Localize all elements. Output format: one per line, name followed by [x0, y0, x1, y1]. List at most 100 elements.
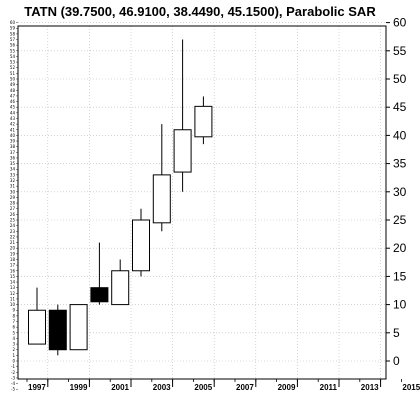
left-tick-label: 14 [10, 280, 16, 285]
left-tick-label: 4 [12, 336, 15, 341]
x-tick-label: 2003 [153, 383, 171, 392]
right-tick-label: 5 [393, 326, 400, 340]
candle-2003 [173, 39, 192, 192]
candle-body [69, 304, 88, 351]
right-tick-label: 55 [393, 44, 407, 58]
left-tick-label: 51 [10, 71, 16, 76]
right-tick-label: 0 [393, 354, 400, 368]
left-tick-label: 27 [10, 206, 16, 211]
left-tick-label: 9 [12, 308, 15, 313]
x-tick-label: 2005 [194, 383, 212, 392]
x-tick-label: 2015 [402, 383, 420, 392]
left-tick-label: 16 [10, 268, 16, 273]
left-tick-label: 20 [10, 246, 16, 251]
x-tick-label: 2013 [361, 383, 379, 392]
right-tick-label: 15 [393, 269, 407, 283]
left-tick-label: 40 [10, 133, 16, 138]
left-tick-label: 26 [10, 212, 16, 217]
left-tick-label: 1 [12, 353, 15, 358]
left-tick-label: 23 [10, 229, 16, 234]
left-tick-label: 36 [10, 155, 16, 160]
left-tick-label: 52 [10, 65, 16, 70]
x-tick-label: 2007 [236, 383, 254, 392]
candle-1998 [69, 304, 88, 351]
left-tick-label: 12 [10, 291, 16, 296]
x-tick-label: 2001 [111, 383, 129, 392]
left-tick-label: 29 [10, 195, 16, 200]
left-tick-label: 3 [12, 342, 15, 347]
left-tick-label: 30 [10, 189, 16, 194]
right-tick-label: 10 [393, 298, 407, 312]
left-tick-label: 58 [10, 31, 16, 36]
left-tick-label: 38 [10, 144, 16, 149]
candle-1996 [28, 287, 46, 345]
candle-2000 [111, 259, 130, 306]
left-tick-label: 33 [10, 172, 16, 177]
left-tick-label: 24 [10, 223, 16, 228]
left-tick-label: 41 [10, 127, 16, 132]
left-tick-label: 6 [12, 325, 15, 330]
candle-body [28, 309, 46, 345]
candle-2004 [194, 96, 213, 145]
left-tick-label: 44 [10, 110, 16, 115]
left-tick-label: 32 [10, 178, 16, 183]
left-tick-label: 21 [10, 240, 16, 245]
candle-body [194, 105, 213, 138]
left-tick-label: -4 [11, 381, 15, 386]
left-tick-label: 54 [10, 54, 16, 59]
left-tick-label: 37 [10, 150, 16, 155]
candle-body [111, 270, 130, 306]
left-tick-label: 31 [10, 184, 16, 189]
left-tick-label: 8 [12, 313, 15, 318]
candle-body [152, 174, 171, 224]
left-tick-label: 28 [10, 201, 16, 206]
x-tick-label: 1999 [70, 383, 88, 392]
left-tick-label: 50 [10, 77, 16, 82]
left-tick-label: 7 [12, 319, 15, 324]
right-tick-label: 30 [393, 185, 407, 199]
left-tick-label: 34 [10, 167, 16, 172]
right-tick-label: 40 [393, 128, 407, 142]
left-tick-label: 45 [10, 105, 16, 110]
left-tick-label: 59 [10, 26, 16, 31]
left-tick-label: 35 [10, 161, 16, 166]
left-tick-label: 47 [10, 93, 16, 98]
left-tick-label: -5 [11, 387, 15, 392]
left-tick-label: -2 [11, 370, 15, 375]
left-tick-label: 49 [10, 82, 16, 87]
candle-body [132, 219, 150, 272]
bottom-axis: 1997 1999 2001 2003 2005 2007 2009 2011 2013 2015 [26, 379, 420, 392]
left-tick-label: 25 [10, 218, 16, 223]
x-tick-label: 2011 [320, 383, 338, 392]
left-tick-label: 53 [10, 60, 16, 65]
right-axis: 0 5 10 15 20 25 30 35 40 45 50 55 60 [386, 16, 407, 368]
left-tick-label: 39 [10, 139, 16, 144]
x-tick-label: 2009 [278, 383, 296, 392]
left-tick-label: 17 [10, 263, 16, 268]
candle-1997 [48, 304, 67, 356]
left-axis: -5-4-3-2-1012345678910111213141516171819… [10, 20, 18, 392]
left-tick-label: 60 [10, 20, 16, 25]
left-tick-label: 56 [10, 43, 16, 48]
left-tick-label: 48 [10, 88, 16, 93]
left-tick-label: -1 [11, 364, 15, 369]
right-tick-label: 25 [393, 213, 407, 227]
candle-body [173, 129, 192, 173]
right-tick-label: 60 [393, 16, 407, 30]
left-tick-label: 57 [10, 37, 16, 42]
left-tick-label: 13 [10, 285, 16, 290]
left-tick-label: 15 [10, 274, 16, 279]
candle-body [90, 287, 109, 303]
left-tick-label: 18 [10, 257, 16, 262]
right-tick-label: 50 [393, 72, 407, 86]
candles [28, 39, 213, 356]
left-tick-label: 2 [12, 347, 15, 352]
left-tick-label: -3 [11, 375, 15, 380]
candle-1999 [90, 242, 109, 305]
candle-2002 [152, 124, 171, 232]
left-tick-label: 11 [10, 296, 16, 301]
right-tick-label: 45 [393, 100, 407, 114]
plot-frame [17, 25, 387, 380]
left-tick-label: 19 [10, 251, 16, 256]
